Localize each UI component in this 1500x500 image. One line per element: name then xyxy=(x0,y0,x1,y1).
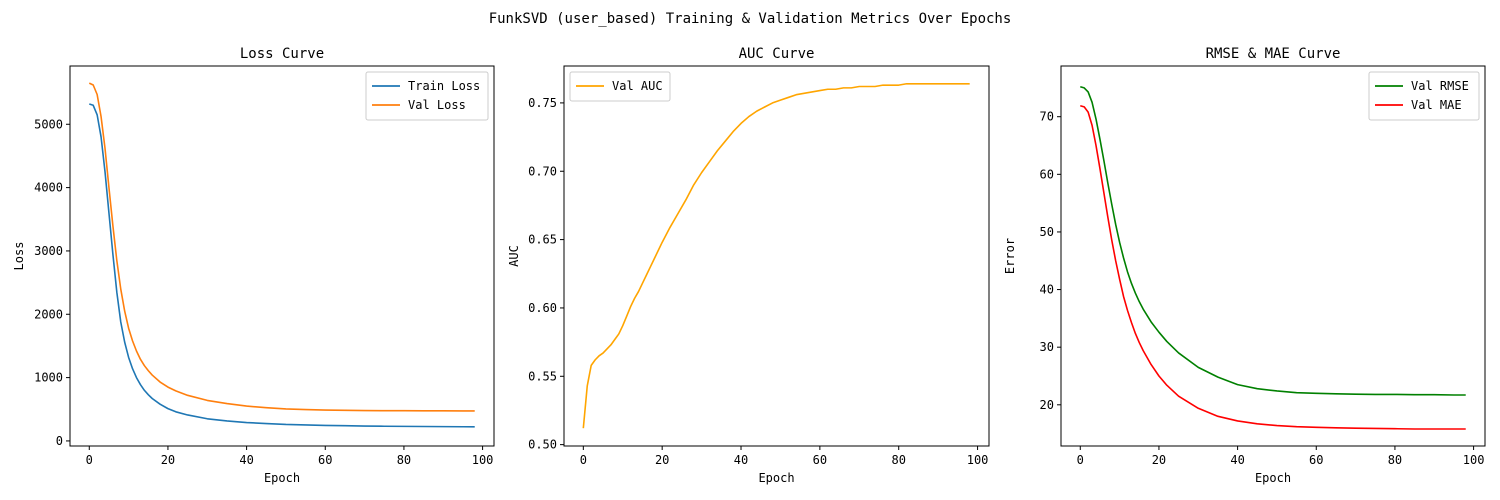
series-line-3-1 xyxy=(1080,85,1466,396)
x-tick-label: 20 xyxy=(655,453,669,467)
y-axis-label: Loss xyxy=(12,242,26,271)
x-tick-label: 100 xyxy=(1463,453,1485,467)
legend-entry: Train Loss xyxy=(408,79,480,93)
x-tick-label: 80 xyxy=(397,453,411,467)
y-axis-label: Error xyxy=(1003,238,1017,274)
axes-frame xyxy=(69,65,495,447)
chart-panel-2: 0 20 40 60 80 100 0.50 0.55 0.60 0.65 0.70 0.75 AUC … xyxy=(507,46,990,485)
axes-frame xyxy=(1060,65,1486,447)
legend-box xyxy=(365,71,489,121)
series-line-2-1 xyxy=(582,82,970,429)
x-axis-label: Epoch xyxy=(264,471,300,485)
x-tick-label: 60 xyxy=(1309,453,1323,467)
x-tick-label: 0 xyxy=(1077,453,1084,467)
y-axis-label: AUC xyxy=(507,245,521,267)
legend: Val RMSE Val MAE xyxy=(1368,71,1480,121)
y-tick-label: 30 xyxy=(1040,340,1054,354)
chart-title: Loss Curve xyxy=(240,46,324,62)
chart-title: RMSE & MAE Curve xyxy=(1206,46,1341,62)
y-tick-label: 70 xyxy=(1040,110,1054,124)
y-tick-label: 20 xyxy=(1040,398,1054,412)
x-axis-label: Epoch xyxy=(1255,471,1291,485)
series-line-1-2 xyxy=(88,82,475,412)
x-tick-label: 0 xyxy=(580,453,587,467)
y-tick-label: 0.70 xyxy=(528,164,557,178)
x-tick-label: 60 xyxy=(813,453,827,467)
y-tick-label: 4000 xyxy=(34,181,63,195)
y-tick-label: 1000 xyxy=(34,371,63,385)
x-tick-label: 100 xyxy=(472,453,494,467)
legend: Train Loss Val Loss xyxy=(365,71,489,121)
y-tick-label: 5000 xyxy=(34,117,63,131)
y-tick-label: 0 xyxy=(56,434,63,448)
y-tick-label: 0.50 xyxy=(528,438,557,452)
x-tick-label: 40 xyxy=(1230,453,1244,467)
y-tick-label: 3000 xyxy=(34,244,63,258)
legend-entry: Val RMSE xyxy=(1411,79,1469,93)
chart-title: AUC Curve xyxy=(739,46,815,62)
x-tick-label: 100 xyxy=(967,453,989,467)
axes-frame xyxy=(563,65,990,447)
legend: Val AUC xyxy=(569,71,671,102)
x-tick-label: 40 xyxy=(239,453,253,467)
x-tick-label: 60 xyxy=(318,453,332,467)
x-tick-label: 80 xyxy=(891,453,905,467)
x-tick-label: 20 xyxy=(1152,453,1166,467)
series-line-3-2 xyxy=(1080,104,1466,430)
legend-entry: Val AUC xyxy=(612,79,663,93)
legend-entry: Val MAE xyxy=(1411,98,1462,112)
y-tick-label: 0.65 xyxy=(528,233,557,247)
legend-box xyxy=(1368,71,1480,121)
x-tick-label: 0 xyxy=(86,453,93,467)
y-tick-label: 50 xyxy=(1040,225,1054,239)
y-tick-label: 60 xyxy=(1040,167,1054,181)
y-tick-label: 0.60 xyxy=(528,301,557,315)
legend-entry: Val Loss xyxy=(408,98,466,112)
chart-panel-3: 0 20 40 60 80 100 20 30 40 50 60 70 RMSE & MAE Curve… xyxy=(1003,46,1486,485)
x-axis-label: Epoch xyxy=(758,471,794,485)
y-tick-label: 40 xyxy=(1040,283,1054,297)
y-tick-label: 2000 xyxy=(34,307,63,321)
y-tick-label: 0.55 xyxy=(528,369,557,383)
x-tick-label: 20 xyxy=(161,453,175,467)
figure-suptitle: FunkSVD (user_based) Training & Validati… xyxy=(489,11,1012,27)
x-tick-label: 80 xyxy=(1388,453,1402,467)
x-tick-label: 40 xyxy=(734,453,748,467)
series-line-1-1 xyxy=(89,103,475,428)
legend-box xyxy=(569,71,671,102)
y-tick-label: 0.75 xyxy=(528,96,557,110)
